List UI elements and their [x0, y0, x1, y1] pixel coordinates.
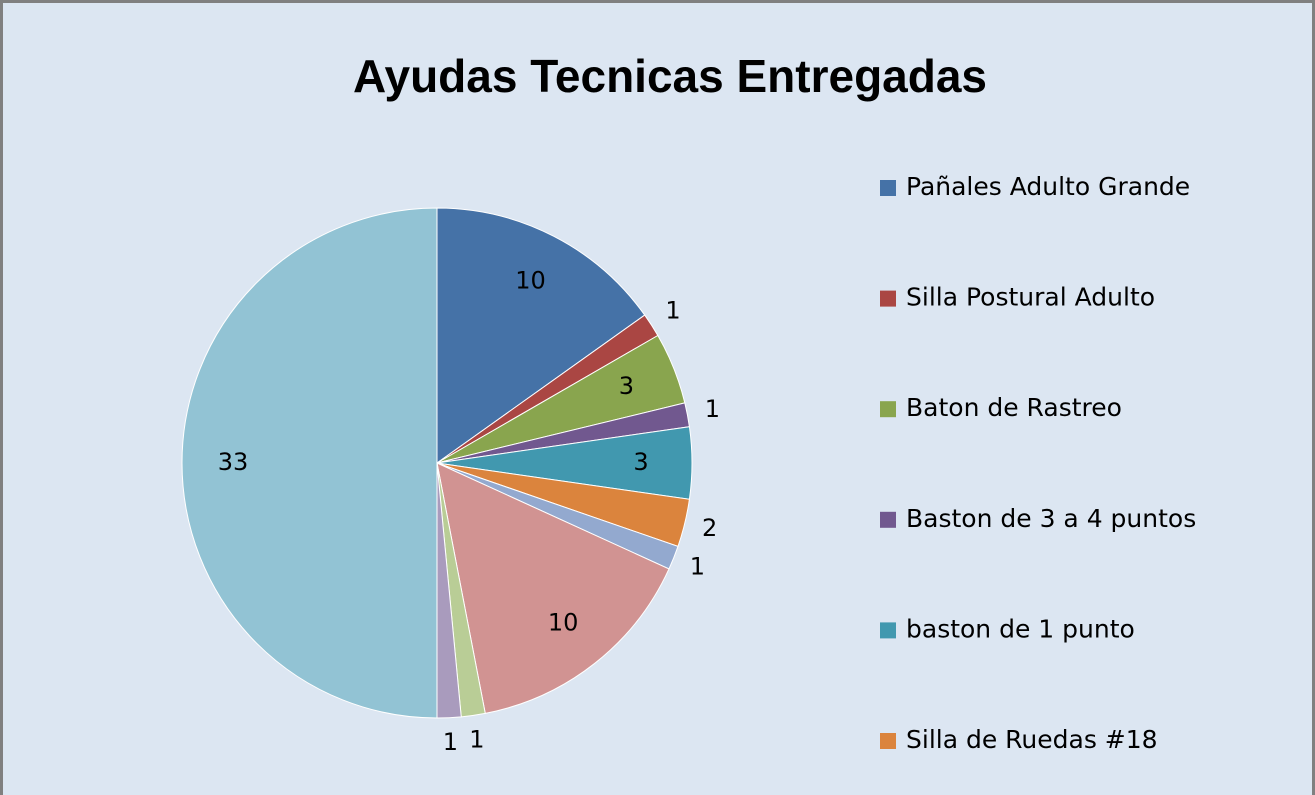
legend-swatch [880, 511, 896, 528]
pie-slice [436, 462, 670, 714]
data-label: 3 [633, 448, 648, 476]
data-label: 1 [443, 728, 458, 756]
legend-swatch [880, 290, 896, 307]
legend-label: baston de 1 punto [906, 614, 1135, 643]
pie-slice [181, 207, 438, 719]
data-label: 10 [548, 608, 579, 636]
legend-label: Pañales Adulto Grande [906, 172, 1190, 201]
legend-label: Baston de 3 a 4 puntos [906, 504, 1196, 533]
legend-swatch [880, 733, 896, 749]
legend-swatch [880, 622, 896, 639]
data-label: 1 [469, 726, 484, 754]
data-label: 1 [690, 552, 705, 580]
legend-label: Silla Postural Adulto [906, 283, 1155, 312]
data-label: 33 [218, 448, 249, 476]
legend-swatch [880, 180, 896, 196]
data-label: 1 [665, 296, 680, 324]
legend-label: Silla de Ruedas #18 [906, 725, 1158, 754]
data-label: 1 [705, 395, 720, 423]
legend-label: Baton de Rastreo [906, 393, 1122, 422]
data-label: 3 [619, 372, 634, 400]
data-label: 2 [702, 514, 717, 542]
chart-title: Ayudas Tecnicas Entregadas [353, 50, 987, 102]
data-label: 10 [515, 267, 546, 295]
legend-swatch [880, 401, 896, 418]
pie-slice [436, 207, 646, 464]
